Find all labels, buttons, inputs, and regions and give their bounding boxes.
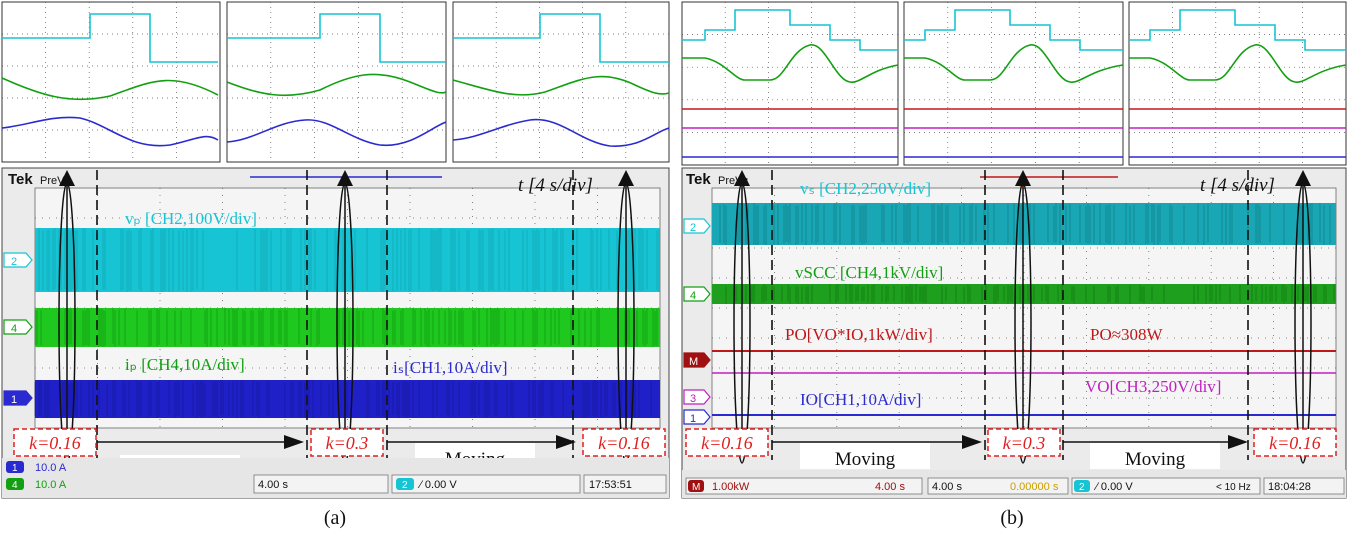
- channel-marker-3: 3: [683, 389, 711, 405]
- svg-text:k=0.16: k=0.16: [29, 433, 81, 453]
- brand-label: Tek: [686, 171, 711, 188]
- up-arrow: [618, 170, 634, 430]
- svg-text:2: 2: [1079, 482, 1085, 493]
- panel-b: Tek PreVu t [4 s/div] 2 4 M 3 1 vₛ: [681, 1, 1347, 529]
- k-box: k=0.16: [685, 428, 769, 457]
- svg-text:1: 1: [12, 463, 18, 474]
- svg-text:∕ 0.00 V: ∕ 0.00 V: [417, 479, 457, 491]
- up-arrow: [337, 170, 353, 430]
- channel-marker-1: 1: [683, 409, 711, 425]
- svg-text:2: 2: [402, 480, 408, 491]
- svg-text:k=0.16: k=0.16: [598, 433, 650, 453]
- trace-label-vo: VO[CH3,250V/div]: [1085, 377, 1221, 396]
- up-arrow: [59, 170, 75, 430]
- svg-text:k=0.16: k=0.16: [1269, 433, 1321, 453]
- trace-green-b: [712, 284, 1336, 304]
- channel-marker-2: 2: [683, 218, 711, 234]
- moving-label: Moving: [1125, 449, 1186, 470]
- up-arrow: [1295, 170, 1311, 430]
- moving-label: Moving: [835, 449, 896, 470]
- svg-text:10.0 A: 10.0 A: [35, 462, 67, 474]
- trace-label-ip: iₚ [CH4,10A/div]: [125, 355, 245, 374]
- right-arrow: [387, 435, 576, 449]
- trace-label-po-value: PO≈308W: [1090, 325, 1164, 344]
- svg-text:3: 3: [690, 393, 696, 405]
- k-box: k=0.16: [1253, 428, 1337, 457]
- right-arrow: [772, 435, 982, 449]
- trace-label-is: iₛ[CH1,10A/div]: [393, 358, 507, 377]
- trace-label-vp: vₚ [CH2,100V/div]: [125, 209, 257, 228]
- zoom-window-a3: [452, 1, 670, 163]
- trace-blue-a: [34, 380, 660, 418]
- svg-text:1: 1: [11, 394, 17, 406]
- svg-text:4: 4: [12, 480, 18, 491]
- svg-text:k=0.3: k=0.3: [1003, 433, 1046, 453]
- channel-marker-2: 2: [3, 252, 33, 268]
- trace-cyan-a: [35, 228, 660, 292]
- svg-text:4.00 s: 4.00 s: [932, 481, 962, 493]
- time-label: t [4 s/div]: [1200, 175, 1275, 196]
- svg-text:M: M: [692, 482, 700, 493]
- zoom-square-wave: [2, 13, 218, 63]
- k-box: k=0.3: [310, 428, 384, 457]
- channel-marker-4: 4: [3, 319, 33, 335]
- channel-marker-1: 1: [3, 390, 33, 406]
- zoom-window-b1: [681, 1, 899, 166]
- svg-text:2: 2: [11, 256, 17, 268]
- svg-text:4: 4: [11, 323, 17, 335]
- status-bar-b: M 1.00kW 4.00 s 4.00 s 0.00000 s 2 ∕ 0.0…: [682, 470, 1346, 498]
- k-box: k=0.16: [13, 428, 97, 457]
- zoom-green-wave: [1, 77, 219, 101]
- svg-text:1: 1: [690, 413, 696, 425]
- trace-cyan-b: [712, 203, 1336, 245]
- svg-text:17:53:51: 17:53:51: [589, 479, 632, 491]
- k-box: k=0.16: [582, 428, 666, 457]
- svg-text:18:04:28: 18:04:28: [1268, 481, 1311, 493]
- svg-text:10.0 A: 10.0 A: [35, 479, 67, 491]
- panel-a: Tek PreVu t [4 s/div] 2 4 1 vₚ [CH2,100V…: [1, 1, 670, 529]
- panel-label-a: (a): [324, 507, 346, 529]
- time-label: t [4 s/div]: [518, 175, 593, 196]
- svg-text:k=0.3: k=0.3: [326, 433, 369, 453]
- svg-text:4.00 s: 4.00 s: [875, 481, 905, 493]
- brand-label: Tek: [8, 171, 33, 188]
- svg-text:< 10 Hz: < 10 Hz: [1216, 482, 1251, 493]
- panel-label-b: (b): [1000, 507, 1023, 529]
- zoom-window-a1: [1, 1, 221, 163]
- svg-text:1.00kW: 1.00kW: [712, 481, 750, 493]
- channel-marker-m: M: [683, 352, 711, 368]
- svg-text:0.00000 s: 0.00000 s: [1010, 481, 1059, 493]
- zoom-window-b3: [1128, 1, 1347, 166]
- svg-text:∕ 0.00 V: ∕ 0.00 V: [1093, 481, 1133, 493]
- trace-green-a: [34, 308, 660, 347]
- zoom-window-b2: [903, 1, 1124, 166]
- zoom-window-a2: [226, 1, 447, 163]
- zoom-blue-wave: [1, 116, 219, 147]
- trace-label-vscc: vSCC [CH4,1kV/div]: [795, 263, 943, 282]
- trace-label-vs: vₛ [CH2,250V/div]: [800, 179, 931, 198]
- svg-text:2: 2: [690, 222, 696, 234]
- status-bar-a: 1 10.0 A 4 10.0 A 4.00 s 2 ∕ 0.00 V 17:5…: [2, 458, 669, 498]
- trace-label-io: IO[CH1,10A/div]: [800, 390, 921, 409]
- svg-text:k=0.16: k=0.16: [701, 433, 753, 453]
- k-box: k=0.3: [987, 428, 1061, 457]
- up-arrow: [734, 170, 750, 430]
- channel-marker-4: 4: [683, 286, 711, 302]
- svg-text:M: M: [689, 356, 698, 368]
- right-arrow: [1063, 435, 1248, 449]
- right-arrow: [97, 435, 304, 449]
- trace-label-po: PO[VO*IO,1kW/div]: [785, 325, 933, 344]
- svg-text:4: 4: [690, 290, 696, 302]
- up-arrow: [1015, 170, 1031, 430]
- svg-text:4.00 s: 4.00 s: [258, 479, 288, 491]
